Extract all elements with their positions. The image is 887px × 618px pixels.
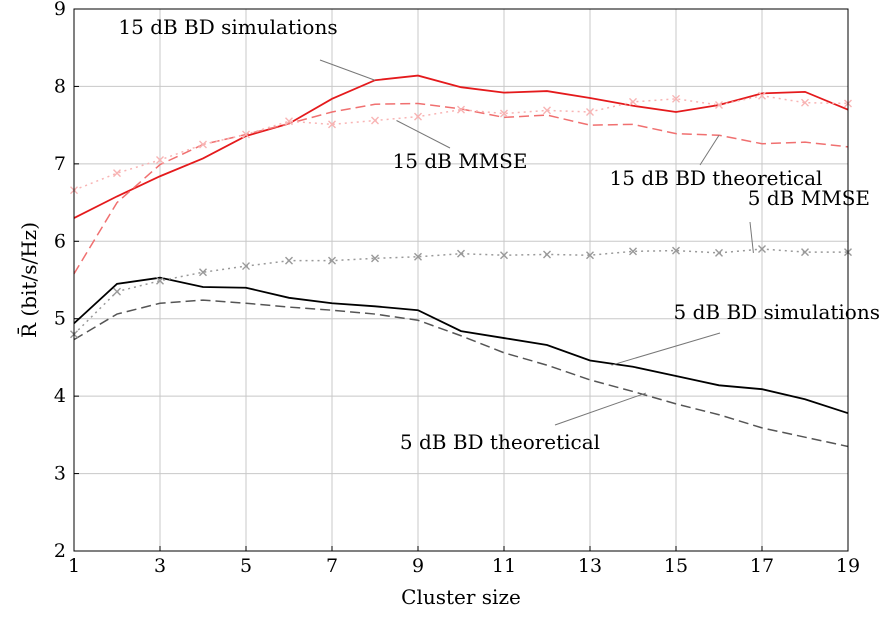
series-3 [70, 91, 852, 195]
data-point [457, 105, 465, 114]
data-point [414, 112, 422, 121]
y-tick-label: 2 [54, 540, 66, 562]
annotation-label: 15 dB MMSE [393, 149, 528, 173]
series-4 [73, 276, 849, 415]
y-tick-label: 9 [54, 0, 66, 20]
x-tick-label: 11 [492, 555, 516, 577]
data-point [199, 268, 207, 277]
data-point [715, 248, 723, 257]
y-tick-label: 3 [54, 463, 66, 485]
annotation-pointer [611, 332, 721, 366]
data-point [543, 250, 551, 259]
series-6 [70, 245, 852, 339]
plot-frame [73, 8, 849, 552]
y-tick-label: 6 [54, 230, 66, 252]
series-1 [73, 74, 849, 219]
data-point [328, 120, 336, 129]
annotation-pointer [319, 59, 376, 81]
data-point [543, 106, 551, 115]
y-axis-label: R̄ (bit/s/Hz) [16, 222, 41, 338]
data-point [629, 97, 637, 106]
annotation-pointer [749, 221, 754, 253]
annotation-label: 15 dB BD simulations [118, 15, 337, 39]
data-point [414, 252, 422, 261]
data-point [801, 248, 809, 257]
y-tick-label: 4 [54, 385, 66, 407]
x-tick-label: 5 [240, 555, 252, 577]
data-point [371, 116, 379, 125]
data-point [156, 276, 164, 285]
annotation-label: 5 dB BD simulations [674, 300, 880, 324]
data-point [242, 130, 250, 139]
annotation-pointer [699, 134, 720, 166]
annotation-label: 5 dB BD theoretical [400, 430, 600, 454]
data-point [586, 251, 594, 260]
data-point [156, 155, 164, 164]
y-tick-label: 5 [54, 308, 66, 330]
data-point [242, 262, 250, 271]
y-tick-label: 7 [54, 153, 66, 175]
x-tick-label: 7 [326, 555, 338, 577]
grid [73, 8, 849, 552]
annotations: 15 dB BD simulations 15 dB MMSE 15 dB BD t… [118, 15, 880, 454]
data-point [328, 256, 336, 265]
data-point [629, 247, 637, 256]
annotation-pointer [554, 392, 647, 426]
data-point [285, 117, 293, 126]
data-point [586, 107, 594, 116]
data-point [672, 94, 680, 103]
data-point [715, 101, 723, 110]
data-point [113, 287, 121, 296]
x-tick-label: 19 [836, 555, 860, 577]
data-point [758, 91, 766, 100]
series-group [70, 74, 852, 448]
x-tick-label: 15 [664, 555, 688, 577]
data-point [500, 251, 508, 260]
x-tick-label: 9 [412, 555, 424, 577]
x-axis-label: Cluster size [401, 585, 521, 609]
data-point [801, 98, 809, 107]
series-line [73, 74, 849, 219]
data-point [672, 246, 680, 255]
annotation-label: 5 dB MMSE [748, 186, 870, 210]
series-line [73, 276, 849, 415]
x-tick-label: 1 [68, 555, 80, 577]
annotation-label: 15 dB BD theoretical [610, 166, 823, 190]
data-point [457, 249, 465, 258]
series-line [73, 299, 849, 448]
data-point [285, 256, 293, 265]
data-point [500, 109, 508, 118]
data-point [113, 169, 121, 178]
series-5 [73, 299, 849, 448]
data-point [371, 254, 379, 263]
x-tick-label: 17 [750, 555, 774, 577]
data-point [758, 245, 766, 254]
annotation-pointer [396, 120, 451, 149]
data-point [199, 140, 207, 149]
y-tick-label: 8 [54, 75, 66, 97]
x-tick-label: 3 [154, 555, 166, 577]
x-tick-label: 13 [578, 555, 602, 577]
